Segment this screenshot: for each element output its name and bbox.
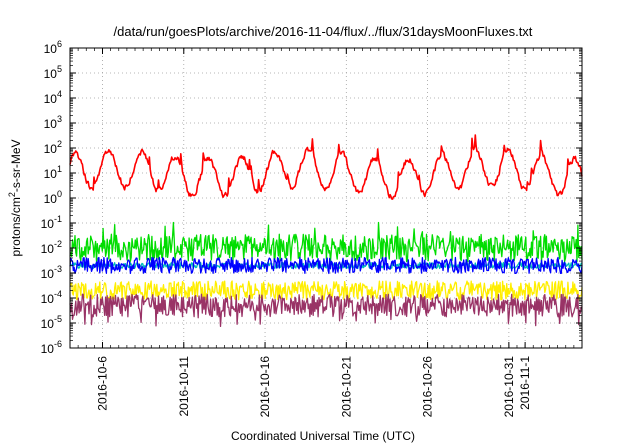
y-axis-label-post: -s-sr-MeV <box>9 139 23 192</box>
x-tick-label: 2016-11-1 <box>518 356 532 410</box>
x-tick-labels: 2016-10-6 2016-10-11 2016-10-16 2016-10-21 2… <box>96 356 533 418</box>
y-axis-label-sup: 2 <box>7 192 17 197</box>
y-tick-label: 102 <box>44 139 62 156</box>
x-axis-label: Coordinated Universal Time (UTC) <box>231 429 415 443</box>
y-axis-label: protons/cm2-s-sr-MeV <box>7 139 23 256</box>
series-line-green <box>69 221 583 263</box>
y-tick-label: 104 <box>44 89 62 106</box>
chart-title: /data/run/goesPlots/archive/2016-11-04/f… <box>114 24 533 39</box>
x-tick-label: 2016-10-16 <box>258 356 272 418</box>
y-tick-label: 10-6 <box>41 339 62 356</box>
x-tick-label: 2016-10-21 <box>339 356 353 418</box>
series-line-red <box>69 134 583 200</box>
y-tick-label: 103 <box>44 114 62 131</box>
axis-ticks <box>69 47 583 349</box>
y-tick-label: 105 <box>44 64 62 81</box>
y-tick-labels: 10-6 10-5 10-4 10-3 10-2 10-1 100 101 102 103 104 1… <box>41 39 62 356</box>
x-tick-label: 2016-10-26 <box>421 356 435 418</box>
series-line-yellow <box>69 280 583 301</box>
x-tick-label: 2016-10-11 <box>177 356 191 417</box>
series-line-blue <box>69 256 583 275</box>
x-tick-label: 2016-10-6 <box>96 356 110 411</box>
y-tick-label: 101 <box>44 164 62 181</box>
x-tick-label: 2016-10-31 <box>502 356 516 418</box>
y-tick-label: 10-1 <box>41 214 62 231</box>
y-tick-label: 10-5 <box>41 314 62 331</box>
y-tick-label: 10-2 <box>41 239 62 256</box>
y-tick-label: 100 <box>44 189 62 206</box>
y-tick-label: 10-4 <box>41 289 62 306</box>
y-tick-label: 10-3 <box>41 264 62 281</box>
y-axis-label-pre: protons/cm <box>9 197 23 256</box>
series-layer <box>69 134 583 328</box>
series-line-purple <box>69 293 583 328</box>
y-tick-label: 106 <box>44 39 62 56</box>
